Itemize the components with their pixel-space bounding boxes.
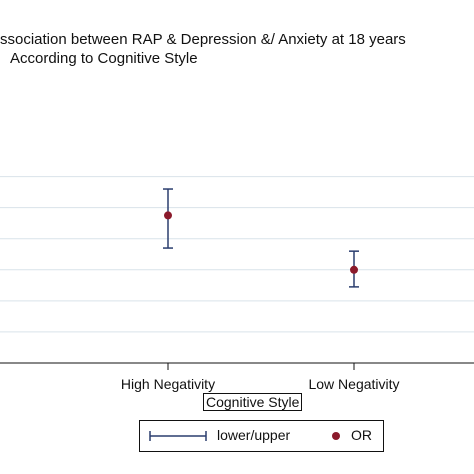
legend-label-range: lower/upper bbox=[217, 427, 291, 443]
grid-lines bbox=[0, 176, 474, 333]
or-points bbox=[164, 211, 358, 274]
or-point bbox=[164, 211, 172, 220]
x-tick-label-high-negativity: High Negativity bbox=[120, 376, 216, 392]
legend-label-point: OR bbox=[351, 427, 372, 443]
x-axis-label: Cognitive Style bbox=[203, 393, 303, 411]
x-tick-label-low-negativity: Low Negativity bbox=[308, 376, 400, 392]
legend-point-swatch bbox=[332, 432, 340, 440]
chart-title: ssociation between RAP & Depression &/ A… bbox=[0, 31, 406, 48]
legend-range-swatch bbox=[149, 431, 207, 441]
legend: lower/upper OR bbox=[139, 420, 384, 452]
or-point bbox=[350, 265, 358, 274]
chart-subtitle: According to Cognitive Style bbox=[10, 50, 198, 67]
ci-ranges bbox=[163, 188, 359, 288]
x-ticks bbox=[167, 363, 355, 370]
